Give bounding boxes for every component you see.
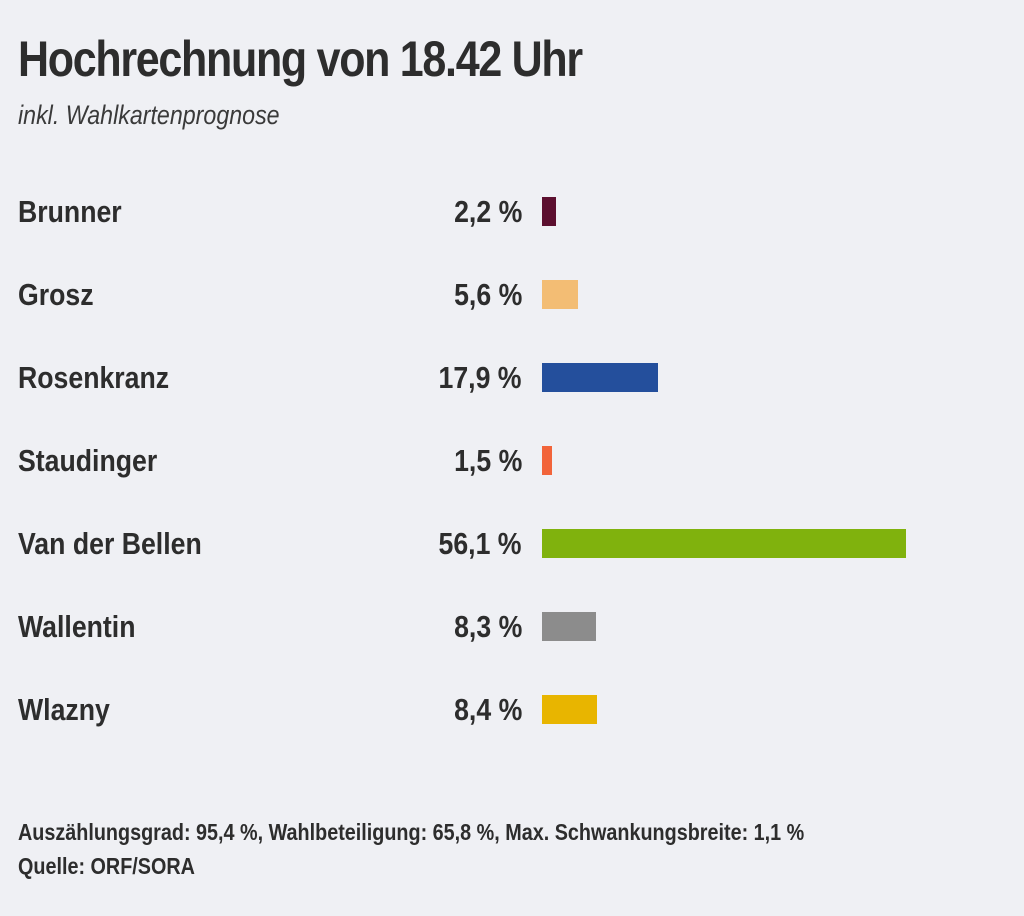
bar: [542, 280, 579, 309]
bar: [542, 612, 596, 641]
bar-row: Staudinger 1,5 %: [0, 441, 1024, 481]
bar: [542, 695, 597, 724]
bar: [542, 197, 557, 226]
value-label: 5,6 %: [453, 277, 522, 312]
bar: [542, 363, 659, 392]
value-label: 2,2 %: [453, 194, 522, 229]
footer-source: Quelle: ORF/SORA: [18, 853, 195, 879]
bar-row: Brunner 2,2 %: [0, 192, 1024, 232]
value-label: 8,4 %: [453, 692, 522, 727]
bar-row: Wlazny 8,4 %: [0, 690, 1024, 730]
bar: [542, 529, 907, 558]
chart-subtitle: inkl. Wahlkartenprognose: [18, 100, 280, 130]
footer-stats: Auszählungsgrad: 95,4 %, Wahlbeteiligung…: [18, 819, 805, 845]
bar-row: Grosz 5,6 %: [0, 275, 1024, 315]
category-label: Wallentin: [18, 609, 136, 644]
value-label: 56,1 %: [438, 526, 522, 561]
value-label: 17,9 %: [438, 360, 522, 395]
category-label: Wlazny: [18, 692, 110, 727]
category-label: Staudinger: [18, 443, 158, 478]
category-label: Rosenkranz: [18, 360, 170, 395]
bar-row: Van der Bellen 56,1 %: [0, 524, 1024, 564]
chart-title: Hochrechnung von 18.42 Uhr: [18, 31, 583, 87]
bar-row: Wallentin 8,3 %: [0, 607, 1024, 647]
category-label: Grosz: [18, 277, 94, 312]
bar-row: Rosenkranz 17,9 %: [0, 358, 1024, 398]
category-label: Brunner: [18, 194, 122, 229]
value-label: 8,3 %: [453, 609, 522, 644]
value-label: 1,5 %: [453, 443, 522, 478]
category-label: Van der Bellen: [18, 526, 202, 561]
chart-footer: Auszählungsgrad: 95,4 %, Wahlbeteiligung…: [18, 815, 804, 883]
bar: [542, 446, 552, 475]
